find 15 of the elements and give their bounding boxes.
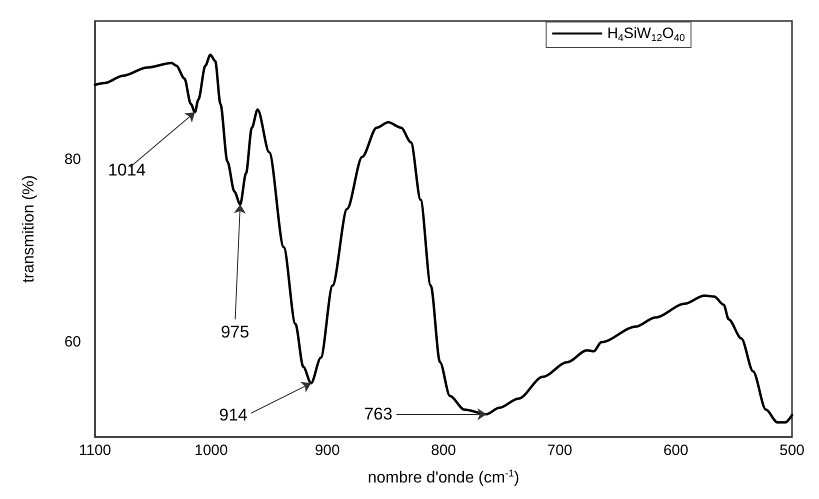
annotation: 763	[364, 404, 392, 424]
y-tick-label: 60	[64, 334, 81, 351]
x-tick-label: 500	[779, 442, 805, 459]
annotation: 914	[219, 405, 248, 424]
x-tick-label: 1100	[78, 442, 112, 459]
annotation: 975	[220, 322, 250, 342]
x-tick-label: 900	[314, 442, 340, 459]
x-tick-label: 700	[547, 442, 572, 459]
line-series	[94, 54, 794, 424]
x-tick-label: 600	[663, 442, 688, 459]
x-tick-label: 800	[430, 442, 456, 459]
y-axis-title: transmition (%)	[20, 175, 38, 283]
y-tick-label: 80	[64, 151, 81, 168]
x-tick-label: 1000	[194, 442, 228, 459]
annotation: 1014	[108, 160, 146, 180]
